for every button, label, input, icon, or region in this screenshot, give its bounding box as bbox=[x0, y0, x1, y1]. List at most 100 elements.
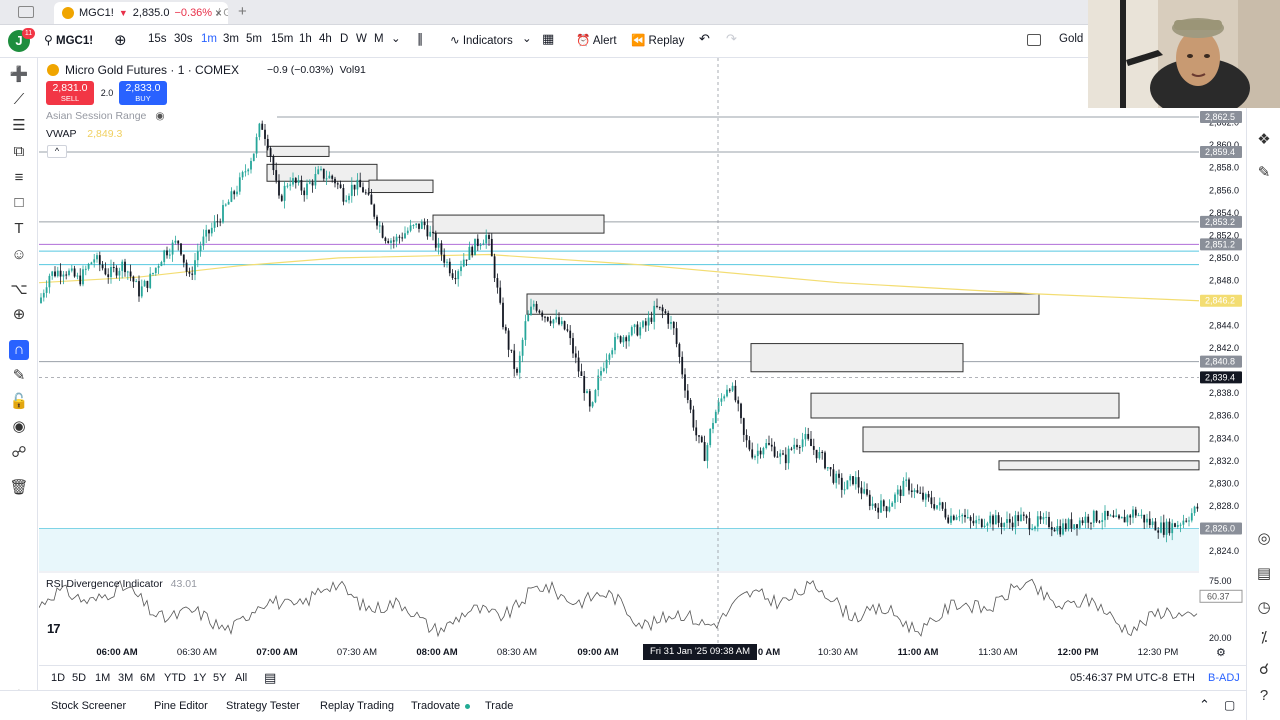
layout-icon[interactable] bbox=[1027, 34, 1041, 46]
maximize-panel-icon[interactable]: ▢ bbox=[1224, 698, 1236, 712]
sell-button[interactable]: 2,831.0 SELL bbox=[46, 81, 94, 105]
watchlist-name[interactable]: Gold bbox=[1059, 33, 1084, 45]
zoom-in-icon[interactable]: ⊕ bbox=[12, 306, 26, 323]
interval-D[interactable]: D bbox=[340, 33, 349, 45]
candle-body bbox=[468, 246, 471, 260]
candle-body bbox=[454, 277, 457, 280]
chat-icon[interactable]: ✎ bbox=[1257, 164, 1271, 181]
bottom-tab-strategy-tester[interactable]: Strategy Tester bbox=[226, 700, 300, 712]
range-ytd[interactable]: YTD bbox=[164, 672, 186, 684]
collapse-legend-button[interactable]: ^ bbox=[47, 145, 67, 158]
magnet-icon[interactable]: ∩ bbox=[9, 340, 29, 360]
range-1y[interactable]: 1Y bbox=[193, 672, 207, 684]
candle-body bbox=[563, 321, 566, 330]
close-tab-icon[interactable]: × bbox=[214, 6, 222, 20]
new-tab-button[interactable]: + bbox=[238, 3, 247, 20]
candle-body bbox=[446, 261, 448, 263]
help-icon[interactable]: ? bbox=[1259, 687, 1269, 704]
undo-icon[interactable]: ↶ bbox=[699, 31, 710, 46]
pitchfork-icon[interactable]: ⧉ bbox=[13, 143, 25, 160]
indicators-button[interactable]: ∿ Indicators bbox=[450, 33, 513, 47]
chart-title[interactable]: Micro Gold Futures · 1 · COMEX bbox=[65, 63, 240, 77]
bottom-tab-pine-editor[interactable]: Pine Editor bbox=[154, 700, 208, 712]
horizontal-lines-icon[interactable]: ☰ bbox=[12, 117, 26, 134]
layers-icon[interactable]: ❖ bbox=[1257, 131, 1271, 148]
candle-body bbox=[423, 221, 426, 226]
browser-tab[interactable]: MGC1! ▼ 2,835.0 −0.36% / Gol × bbox=[54, 2, 228, 24]
candle-body bbox=[569, 330, 572, 339]
adjust-label[interactable]: B-ADJ bbox=[1208, 672, 1240, 684]
session-label[interactable]: ETH bbox=[1173, 672, 1195, 684]
candle-body bbox=[1014, 515, 1017, 528]
candle-body bbox=[1095, 510, 1098, 522]
range-3m[interactable]: 3M bbox=[118, 672, 134, 684]
range-5d[interactable]: 5D bbox=[72, 672, 87, 684]
interval-15m[interactable]: 15m bbox=[271, 33, 294, 45]
candle-type-icon[interactable]: ∥ bbox=[417, 31, 424, 46]
bottom-tab-stock-screener[interactable]: Stock Screener bbox=[51, 700, 126, 712]
indicator-asian-session-range[interactable]: Asian Session Range ◉ bbox=[46, 110, 165, 122]
sidebar-toggle-icon[interactable] bbox=[18, 6, 34, 18]
interval-30s[interactable]: 30s bbox=[174, 33, 193, 45]
eye-hidden-icon[interactable]: ◉ bbox=[155, 110, 165, 122]
candle-body bbox=[1028, 518, 1031, 530]
rectangle-icon[interactable]: □ bbox=[14, 194, 24, 211]
candle-body bbox=[1008, 519, 1011, 523]
interval-1m[interactable]: 1m bbox=[201, 33, 217, 45]
candle-body bbox=[1162, 522, 1165, 535]
streams-icon[interactable]: ◷ bbox=[1257, 599, 1271, 616]
emoji-icon[interactable]: ☺ bbox=[11, 246, 27, 263]
range-all[interactable]: All bbox=[235, 672, 248, 684]
interval-5m[interactable]: 5m bbox=[246, 33, 262, 45]
rsi-indicator-legend[interactable]: RSI Divergence Indicator 43.01 bbox=[46, 578, 197, 590]
replay-button[interactable]: ⏪ Replay bbox=[631, 33, 684, 47]
range-5y[interactable]: 5Y bbox=[213, 672, 227, 684]
symbol-search[interactable]: ⚲ MGC1! bbox=[44, 33, 93, 47]
time-axis[interactable]: 12:30 PM 12:00 PM 11:30 AM 11:00 AM 10:30 AM… bbox=[39, 643, 1199, 663]
range-6m[interactable]: 6M bbox=[140, 672, 156, 684]
interval-M[interactable]: M bbox=[374, 33, 384, 45]
clock-label[interactable]: 05:46:37 PM UTC-8 bbox=[1070, 672, 1168, 684]
range-1d[interactable]: 1D bbox=[51, 672, 66, 684]
interval-4h[interactable]: 4h bbox=[319, 33, 332, 45]
trash-icon[interactable]: 🗑 bbox=[9, 479, 29, 496]
trend-line-icon[interactable]: ⟋ bbox=[13, 91, 25, 108]
redo-icon[interactable]: ↷ bbox=[726, 31, 737, 46]
eye-icon[interactable]: ◉ bbox=[12, 418, 26, 435]
interval-15s[interactable]: 15s bbox=[148, 33, 167, 45]
chart-settings-gear-icon[interactable]: ⚙ bbox=[1216, 647, 1226, 659]
candle-body bbox=[76, 275, 79, 277]
gann-fib-icon[interactable]: ≡ bbox=[14, 169, 24, 186]
interval-chevron-down-icon[interactable]: ⌄ bbox=[391, 33, 401, 45]
time-tick-label: 06:30 AM bbox=[176, 647, 218, 658]
candle-body bbox=[479, 245, 482, 247]
buy-button[interactable]: 2,833.0 BUY bbox=[119, 81, 167, 105]
lock-icon[interactable]: 🔓 bbox=[9, 393, 29, 410]
text-icon[interactable]: T bbox=[14, 220, 24, 237]
collapse-panel-chevron-icon[interactable]: ⌃ bbox=[1199, 697, 1210, 712]
range-1m[interactable]: 1M bbox=[95, 672, 111, 684]
interval-1h[interactable]: 1h bbox=[299, 33, 312, 45]
chart-pane[interactable]: 2,862.02,860.02,858.02,856.02,854.02,852… bbox=[39, 58, 1246, 665]
alert-button[interactable]: ⏰ Alert bbox=[576, 33, 617, 47]
bottom-tab-replay-trading[interactable]: Replay Trading bbox=[320, 700, 394, 712]
signal-icon[interactable]: ⁒ bbox=[1260, 629, 1268, 646]
candle-body bbox=[362, 187, 364, 193]
calendar-icon[interactable]: ▤ bbox=[1256, 565, 1272, 582]
notifications-bell-icon[interactable]: ☌ bbox=[1258, 661, 1270, 678]
ruler-icon[interactable]: ⌥ bbox=[10, 281, 28, 298]
indicator-vwap[interactable]: VWAP 2,849.3 bbox=[46, 128, 122, 140]
target-icon[interactable]: ◎ bbox=[1257, 530, 1271, 547]
bottom-tab-trade[interactable]: Trade bbox=[485, 700, 513, 712]
interval-3m[interactable]: 3m bbox=[223, 33, 239, 45]
goto-date-calendar-icon[interactable]: ▤ bbox=[264, 670, 277, 685]
interval-W[interactable]: W bbox=[356, 33, 367, 45]
lock-drawing-icon[interactable]: ✎ bbox=[12, 367, 26, 384]
compare-add-icon[interactable]: ⊕ bbox=[114, 32, 127, 49]
bottom-tab-tradovate[interactable]: Tradovate bbox=[411, 700, 471, 712]
templates-grid-icon[interactable]: ▦ bbox=[542, 31, 555, 46]
indicators-chevron-down-icon[interactable]: ⌄ bbox=[522, 33, 532, 45]
link-icon[interactable]: ☍ bbox=[11, 444, 27, 461]
candle-body bbox=[608, 354, 611, 360]
crosshair-icon[interactable]: ➕ bbox=[9, 66, 29, 83]
